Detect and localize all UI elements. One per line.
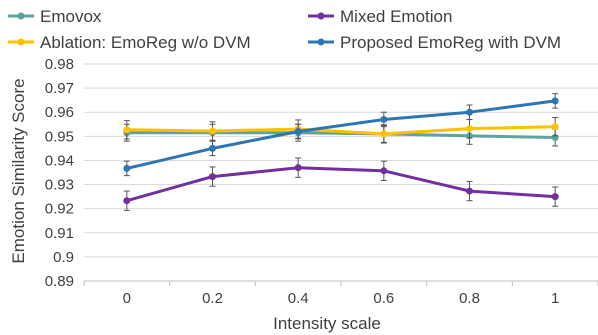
legend-marker-mixed-emotion: [317, 12, 325, 20]
y-tick-label: 0.98: [45, 56, 74, 73]
gridlines: [84, 63, 598, 282]
y-tick-label: 0.9: [53, 249, 74, 266]
y-tick-label: 0.89: [45, 273, 74, 290]
y-tick-label: 0.91: [45, 225, 74, 242]
series-line-ablation: [125, 125, 557, 136]
series-line-mixed-emotion: [125, 166, 557, 203]
data-point: [380, 130, 388, 138]
data-point: [551, 193, 559, 201]
y-tick-label: 0.97: [45, 80, 74, 97]
legend-marker-emovox: [17, 12, 25, 20]
y-tick-label: 0.94: [45, 152, 74, 169]
x-axis-title: Intensity scale: [273, 314, 381, 333]
data-point: [466, 108, 473, 116]
series-ablation: [123, 117, 559, 144]
data-point: [209, 127, 216, 135]
data-point: [380, 167, 388, 175]
data-point: [123, 126, 131, 134]
legend-label-proposed: Proposed EmoReg with DVM: [340, 33, 561, 52]
data-point: [466, 187, 473, 195]
legend-marker-ablation: [17, 38, 25, 46]
legend-item-mixed-emotion: Mixed Emotion: [308, 7, 452, 26]
x-tick-label: 0.8: [459, 290, 480, 307]
x-axis-ticks: 0 0.2 0.4 0.6 0.8 1: [83, 281, 598, 307]
data-point: [551, 97, 559, 105]
data-point: [380, 115, 388, 123]
x-tick-label: 0.6: [373, 290, 394, 307]
legend-item-emovox: Emovox: [8, 7, 102, 26]
y-tick-label: 0.93: [45, 177, 74, 194]
y-tick-label: 0.96: [45, 104, 74, 121]
legend-label-emovox: Emovox: [40, 7, 102, 26]
legend-item-ablation: Ablation: EmoReg w/o DVM: [8, 33, 251, 52]
legend-label-mixed-emotion: Mixed Emotion: [340, 7, 452, 26]
y-tick-label: 0.95: [45, 128, 74, 145]
data-point: [294, 128, 302, 136]
legend-marker-proposed: [317, 38, 325, 46]
data-point: [466, 125, 473, 133]
x-tick-label: 0.4: [288, 290, 309, 307]
legend-item-proposed: Proposed EmoReg with DVM: [308, 33, 561, 52]
series-line-proposed: [125, 99, 557, 170]
y-tick-label: 0.92: [45, 201, 74, 218]
series-layer: [123, 93, 559, 211]
x-tick-label: 1: [551, 290, 559, 307]
data-point: [123, 164, 131, 172]
y-axis-title: Emotion Similarity Score: [9, 78, 28, 263]
x-tick-label: 0.2: [202, 290, 223, 307]
data-point: [209, 144, 216, 152]
legend: Emovox Mixed Emotion Ablation: EmoReg w/…: [8, 7, 561, 52]
data-point: [551, 123, 559, 131]
data-point: [294, 164, 302, 172]
data-point: [209, 173, 216, 181]
series-mixed-emotion: [123, 157, 559, 211]
data-point: [123, 197, 131, 205]
x-tick-label: 0: [123, 290, 131, 307]
legend-label-ablation: Ablation: EmoReg w/o DVM: [40, 33, 251, 52]
series-line-emovox: [125, 131, 557, 139]
y-axis-ticks: 0.89 0.9 0.91 0.92 0.93 0.94 0.95 0.96 0.97 0.98: [45, 56, 74, 290]
series-proposed: [123, 93, 559, 177]
